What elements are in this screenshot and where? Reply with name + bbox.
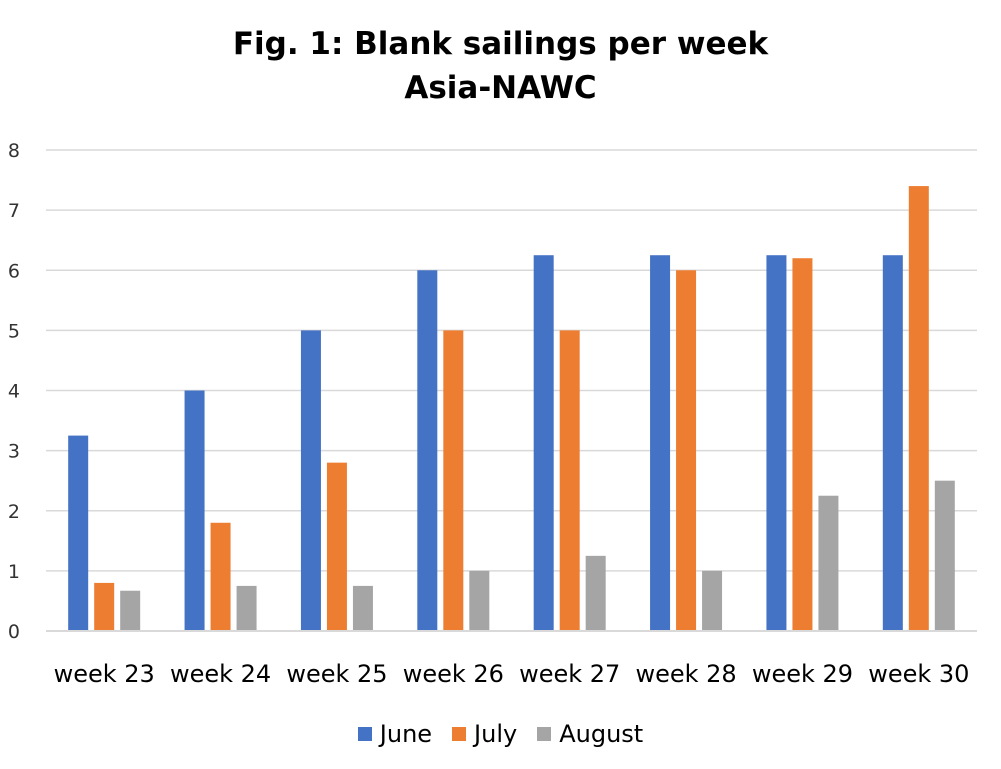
bar-june-week-30 bbox=[882, 255, 903, 631]
chart-title: Fig. 1: Blank sailings per week Asia-NAW… bbox=[0, 22, 1001, 110]
y-tick-label: 3 bbox=[8, 441, 20, 463]
bar-august-week-27 bbox=[585, 555, 606, 631]
y-axis-tick-labels: 0 1 2 3 4 5 6 7 8 bbox=[8, 140, 20, 643]
bar-august-week-23 bbox=[120, 590, 141, 631]
y-tick-label: 1 bbox=[8, 561, 20, 583]
legend-item-august: August bbox=[537, 720, 643, 748]
bar-august-week-29 bbox=[818, 495, 839, 631]
x-axis-category-labels: week 23 week 24 week 25 week 26 week 27 week … bbox=[54, 660, 970, 688]
bar-august-week-24 bbox=[236, 585, 257, 631]
chart-title-line-2: Asia-NAWC bbox=[404, 70, 597, 106]
y-tick-label: 7 bbox=[8, 200, 20, 222]
legend-swatch bbox=[452, 727, 467, 741]
x-tick-label: week 23 bbox=[54, 660, 155, 688]
bar-july-week-26 bbox=[443, 330, 464, 631]
legend-label: August bbox=[559, 720, 644, 748]
x-tick-label: week 26 bbox=[403, 660, 504, 688]
bar-june-week-29 bbox=[766, 255, 787, 631]
y-tick-label: 8 bbox=[8, 140, 20, 162]
y-tick-label: 0 bbox=[8, 621, 20, 643]
bar-june-week-27 bbox=[533, 255, 554, 631]
bar-july-week-23 bbox=[94, 582, 115, 631]
y-tick-label: 2 bbox=[8, 501, 20, 523]
bar-july-week-27 bbox=[559, 330, 580, 631]
bar-june-week-28 bbox=[650, 255, 671, 631]
bar-august-week-26 bbox=[469, 570, 490, 631]
bar-june-week-26 bbox=[417, 270, 438, 631]
x-tick-label: week 30 bbox=[868, 660, 969, 688]
bar-august-week-25 bbox=[352, 585, 373, 631]
legend: June July August bbox=[0, 714, 1001, 754]
bar-august-week-28 bbox=[702, 570, 723, 631]
y-tick-label: 4 bbox=[8, 381, 20, 403]
bar-june-week-23 bbox=[68, 435, 89, 631]
bars bbox=[68, 186, 955, 631]
x-tick-label: week 24 bbox=[170, 660, 271, 688]
x-tick-label: week 28 bbox=[635, 660, 736, 688]
chart-title-line-1: Fig. 1: Blank sailings per week bbox=[232, 26, 769, 62]
gridlines bbox=[46, 149, 977, 572]
bar-july-week-24 bbox=[210, 522, 231, 631]
bar-july-week-30 bbox=[908, 186, 929, 631]
x-tick-label: week 29 bbox=[752, 660, 853, 688]
legend-swatch bbox=[357, 727, 372, 741]
bar-july-week-29 bbox=[792, 258, 813, 631]
y-tick-label: 5 bbox=[8, 320, 20, 342]
y-tick-label: 6 bbox=[8, 260, 20, 282]
legend-item-june: June bbox=[357, 720, 433, 748]
bar-june-week-24 bbox=[184, 390, 205, 631]
legend-swatch bbox=[537, 727, 552, 741]
bar-august-week-30 bbox=[934, 480, 955, 631]
legend-item-july: July bbox=[452, 720, 517, 748]
x-tick-label: week 27 bbox=[519, 660, 620, 688]
bar-july-week-28 bbox=[676, 270, 697, 631]
bar-june-week-25 bbox=[300, 330, 321, 631]
legend-label: June bbox=[379, 720, 433, 748]
legend-label: July bbox=[474, 720, 518, 748]
bar-july-week-25 bbox=[326, 462, 347, 631]
x-tick-label: week 25 bbox=[286, 660, 387, 688]
